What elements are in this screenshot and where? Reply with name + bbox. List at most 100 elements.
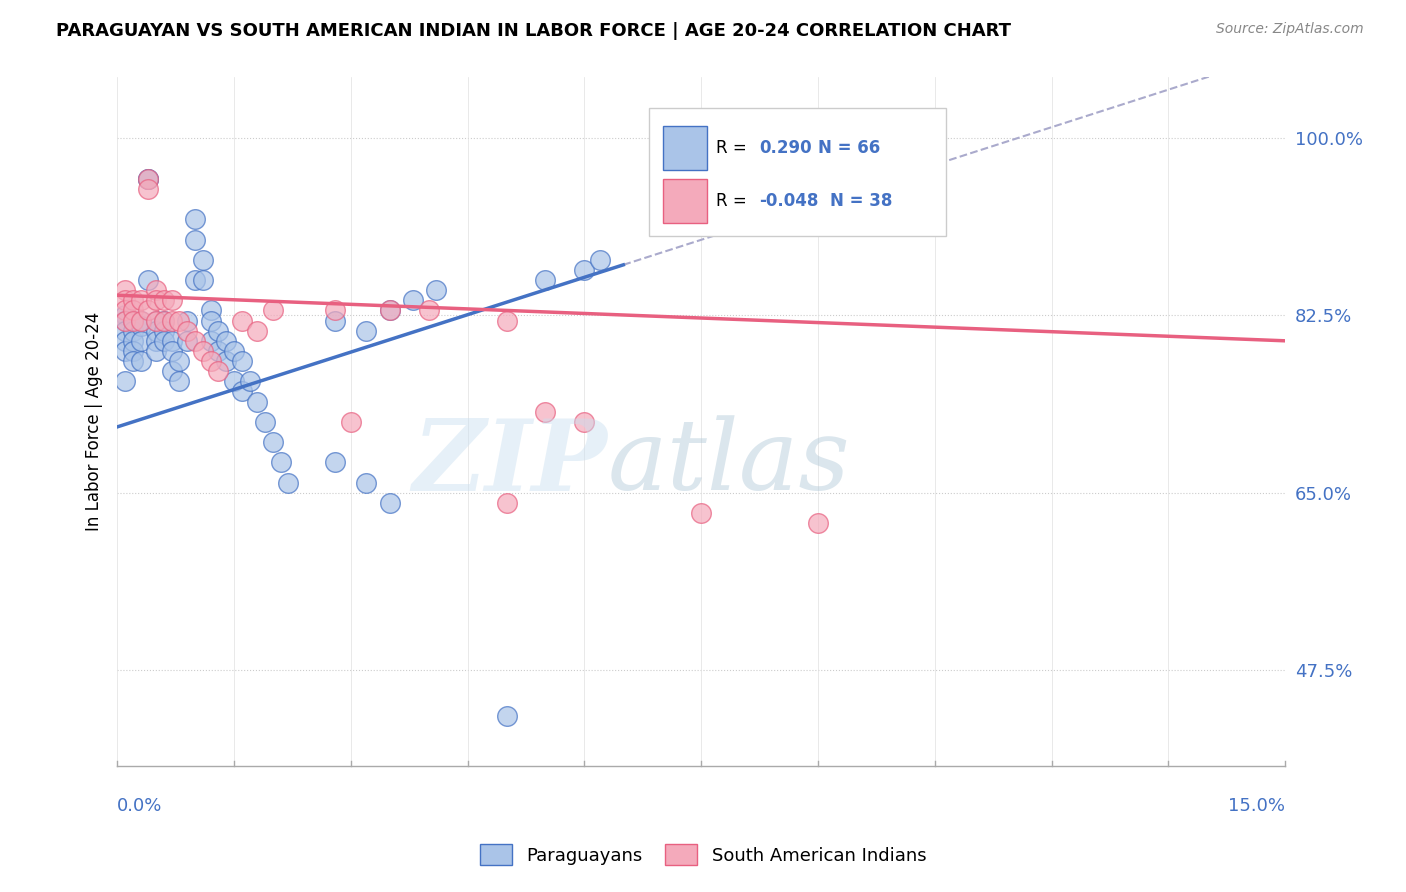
Point — [121, 303, 143, 318]
Point — [121, 313, 143, 327]
Point — [339, 415, 361, 429]
Point — [207, 364, 229, 378]
Point — [574, 415, 596, 429]
Point — [246, 394, 269, 409]
Point — [138, 171, 160, 186]
Point — [378, 303, 401, 318]
Point — [215, 334, 238, 348]
Point — [114, 334, 136, 348]
Point — [270, 455, 292, 469]
Point — [129, 313, 152, 327]
Text: 15.0%: 15.0% — [1229, 797, 1285, 814]
Text: Source: ZipAtlas.com: Source: ZipAtlas.com — [1216, 22, 1364, 37]
Point — [153, 313, 176, 327]
Point — [262, 303, 284, 318]
Point — [169, 354, 191, 368]
Point — [378, 496, 401, 510]
Point — [184, 273, 207, 287]
Point — [277, 475, 299, 490]
Point — [495, 313, 517, 327]
Point — [418, 303, 440, 318]
Point — [114, 309, 136, 323]
Text: 0.0%: 0.0% — [117, 797, 163, 814]
Point — [191, 252, 214, 267]
Point — [425, 283, 447, 297]
Point — [222, 343, 245, 358]
Point — [138, 171, 160, 186]
Point — [356, 324, 378, 338]
Point — [121, 354, 143, 368]
Point — [323, 303, 346, 318]
Point — [191, 273, 214, 287]
Text: atlas: atlas — [607, 416, 851, 511]
Point — [690, 506, 713, 520]
Point — [169, 375, 191, 389]
Point — [145, 313, 167, 327]
Point — [114, 324, 136, 338]
Point — [160, 313, 183, 327]
Text: N = 38: N = 38 — [830, 193, 891, 211]
Point — [200, 303, 222, 318]
Point — [222, 375, 245, 389]
Point — [176, 334, 198, 348]
Y-axis label: In Labor Force | Age 20-24: In Labor Force | Age 20-24 — [86, 312, 103, 532]
Point — [114, 303, 136, 318]
Point — [200, 313, 222, 327]
Point — [145, 343, 167, 358]
Point — [231, 313, 253, 327]
Point — [184, 212, 207, 227]
Point — [129, 318, 152, 333]
Point — [323, 455, 346, 469]
Point — [495, 496, 517, 510]
Point — [129, 313, 152, 327]
Point — [160, 364, 183, 378]
Text: ZIP: ZIP — [413, 415, 607, 511]
Point — [184, 334, 207, 348]
Point — [153, 324, 176, 338]
Point — [121, 334, 143, 348]
Point — [184, 233, 207, 247]
Point — [145, 293, 167, 308]
FancyBboxPatch shape — [662, 178, 707, 224]
Point — [138, 303, 160, 318]
Point — [200, 334, 222, 348]
Point — [129, 293, 152, 308]
Point — [145, 324, 167, 338]
FancyBboxPatch shape — [662, 126, 707, 170]
Point — [160, 334, 183, 348]
Point — [238, 375, 260, 389]
Point — [114, 343, 136, 358]
Point — [153, 334, 176, 348]
Point — [207, 324, 229, 338]
Legend: Paraguayans, South American Indians: Paraguayans, South American Indians — [471, 835, 935, 874]
Text: PARAGUAYAN VS SOUTH AMERICAN INDIAN IN LABOR FORCE | AGE 20-24 CORRELATION CHART: PARAGUAYAN VS SOUTH AMERICAN INDIAN IN L… — [56, 22, 1011, 40]
Point — [231, 384, 253, 399]
Point — [402, 293, 425, 308]
Point — [215, 354, 238, 368]
Point — [145, 334, 167, 348]
Point — [114, 313, 136, 327]
Point — [153, 293, 176, 308]
Point — [495, 708, 517, 723]
Point — [121, 324, 143, 338]
Point — [246, 324, 269, 338]
Point — [191, 343, 214, 358]
Point — [153, 313, 176, 327]
Point — [114, 375, 136, 389]
Point — [114, 283, 136, 297]
Point — [378, 303, 401, 318]
Point — [121, 343, 143, 358]
Point — [169, 313, 191, 327]
Point — [176, 324, 198, 338]
Point — [207, 343, 229, 358]
Point — [200, 354, 222, 368]
Point — [160, 343, 183, 358]
Text: N = 66: N = 66 — [818, 138, 880, 157]
Point — [231, 354, 253, 368]
Point — [262, 435, 284, 450]
Point — [176, 313, 198, 327]
Point — [534, 405, 557, 419]
Point — [534, 273, 557, 287]
Point — [160, 293, 183, 308]
Text: 0.290: 0.290 — [759, 138, 813, 157]
